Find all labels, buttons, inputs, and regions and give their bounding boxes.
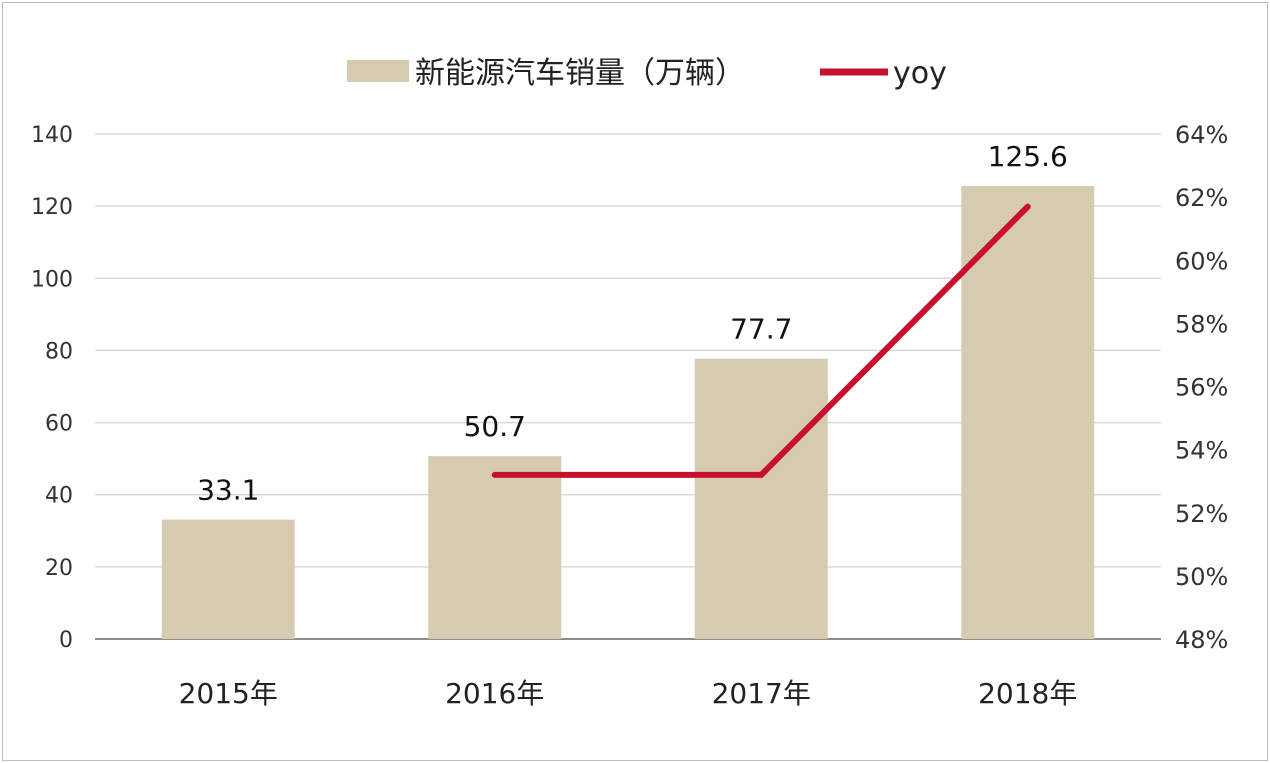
bar-data-label: 33.1 [197, 474, 259, 507]
right-axis-tick-label: 62% [1175, 184, 1228, 212]
left-axis-tick-label: 60 [45, 412, 73, 437]
category-label: 2017年 [712, 677, 811, 710]
category-label: 2016年 [445, 677, 544, 710]
legend-label-line: yoy [893, 56, 947, 91]
category-labels: 2015年 2016年 2017年 2018年 [179, 677, 1078, 710]
legend-label-bar: 新能源汽车销量（万辆） [415, 56, 745, 91]
right-axis-tick-label: 50% [1175, 563, 1228, 591]
left-axis-tick-label: 120 [31, 195, 73, 220]
category-label: 2018年 [978, 677, 1077, 710]
left-axis-tick-label: 140 [31, 123, 73, 148]
left-axis-ticks: 0 20 40 60 80 100 120 140 [31, 123, 73, 653]
bar [428, 456, 562, 639]
legend-swatch-bar [347, 60, 409, 82]
yoy-line [491, 203, 1031, 478]
right-axis-tick-label: 48% [1175, 626, 1228, 654]
right-axis-tick-label: 58% [1175, 310, 1228, 338]
bar-series [161, 185, 1095, 639]
right-axis-tick-label: 52% [1175, 500, 1228, 528]
yoy-line-series [491, 203, 1031, 478]
bar-data-labels: 33.1 50.7 77.7 125.6 [197, 140, 1068, 507]
bar [961, 185, 1095, 639]
right-axis-tick-label: 56% [1175, 374, 1228, 402]
bar [694, 358, 828, 639]
right-axis-tick-label: 60% [1175, 247, 1228, 275]
bar-data-label: 50.7 [464, 410, 526, 443]
left-axis-tick-label: 80 [45, 339, 73, 364]
left-axis-tick-label: 0 [59, 628, 73, 653]
left-axis-tick-label: 20 [45, 556, 73, 581]
right-axis-ticks: 48% 50% 52% 54% 56% 58% 60% 62% 64% [1175, 121, 1228, 654]
left-axis-tick-label: 100 [31, 267, 73, 292]
right-axis-tick-label: 54% [1175, 437, 1228, 465]
right-axis-tick-label: 64% [1175, 121, 1228, 149]
chart: 新能源汽车销量（万辆） yoy 33.1 50.7 77.7 125.6 0 20 40 6… [31, 56, 1228, 710]
legend: 新能源汽车销量（万辆） yoy [347, 56, 947, 91]
bar-data-label: 77.7 [730, 313, 792, 346]
category-label: 2015年 [179, 677, 278, 710]
bar-data-label: 125.6 [988, 140, 1068, 173]
left-axis-tick-label: 40 [45, 484, 73, 509]
bar [161, 519, 295, 639]
